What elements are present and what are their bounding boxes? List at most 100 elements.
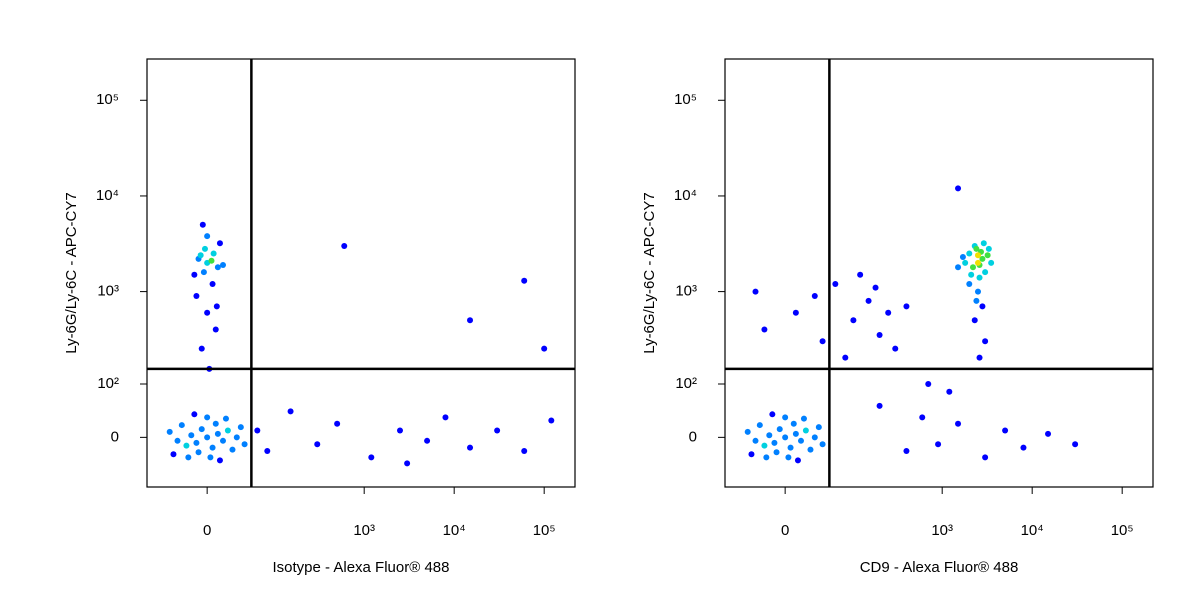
event-dot (800, 415, 807, 422)
event-dot (773, 449, 780, 456)
event-dot (241, 441, 248, 448)
event-dot (782, 434, 789, 441)
event-dot (815, 424, 822, 431)
event-dot (832, 281, 839, 288)
event-dot (988, 259, 995, 266)
event-dot (885, 309, 892, 316)
event-dot (185, 454, 192, 461)
event-dot (396, 427, 403, 434)
x-tick-label: 0 (781, 522, 789, 539)
event-dot (216, 240, 223, 247)
event-dot (224, 427, 231, 434)
event-dot (521, 277, 528, 284)
event-dot (752, 288, 759, 295)
event-dot (191, 271, 198, 278)
event-dot (876, 402, 883, 409)
event-dot (776, 426, 783, 433)
event-dot (214, 430, 221, 437)
event-dot (865, 297, 872, 304)
event-dot (222, 415, 229, 422)
event-dot (919, 414, 926, 421)
y-axis-label: Ly-6G/Ly-6C - APC-CY7 (63, 192, 80, 353)
event-dot (166, 428, 173, 435)
event-dot (819, 441, 826, 448)
event-dot (976, 274, 983, 281)
y-tick-label: 0 (111, 428, 119, 445)
event-dot (982, 454, 989, 461)
event-dot (1072, 441, 1079, 448)
event-dot (1020, 444, 1027, 451)
y-tick-label: 10³ (675, 283, 697, 300)
event-dot (802, 427, 809, 434)
event-dot (903, 303, 910, 310)
x-tick-label: 0 (203, 522, 211, 539)
event-dot (178, 422, 185, 429)
event-dot (213, 303, 220, 310)
event-dot (982, 338, 989, 345)
event-dot (892, 345, 899, 352)
event-dot (191, 411, 198, 418)
event-dot (763, 454, 770, 461)
event-dot (442, 414, 449, 421)
x-axis-label: CD9 - Alexa Fluor® 488 (860, 559, 1019, 576)
event-dot (850, 317, 857, 324)
event-dot (787, 444, 794, 451)
event-dot (204, 233, 211, 240)
x-tick-label: 10³ (931, 522, 953, 539)
y-tick-label: 10² (97, 375, 119, 392)
plot-frame (146, 58, 576, 488)
event-dot (748, 451, 755, 458)
event-dot (174, 437, 181, 444)
event-dot (548, 417, 555, 424)
y-tick-label: 10⁴ (674, 187, 697, 204)
x-tick-label: 10³ (353, 522, 375, 539)
event-dot (982, 269, 989, 276)
event-dot (212, 420, 219, 427)
event-dot (287, 408, 294, 415)
event-dot (200, 269, 207, 276)
event-dot (209, 281, 216, 288)
x-tick-label: 10⁵ (533, 522, 556, 539)
event-dot (1045, 430, 1052, 437)
event-dot (903, 447, 910, 454)
event-dot (766, 432, 773, 439)
event-dot (193, 439, 200, 446)
y-tick-label: 10⁵ (674, 91, 697, 108)
event-dot (785, 454, 792, 461)
event-dot (769, 411, 776, 418)
event-dot (198, 426, 205, 433)
event-dot (207, 454, 214, 461)
event-dot (193, 292, 200, 299)
event-dot (233, 434, 240, 441)
y-axis-label: Ly-6G/Ly-6C - APC-CY7 (641, 192, 658, 353)
event-dot (811, 434, 818, 441)
event-dot (264, 447, 271, 454)
event-dot (955, 420, 962, 427)
event-dot (197, 252, 204, 259)
event-dot (790, 420, 797, 427)
plot-frame (724, 58, 1154, 488)
event-dot (973, 297, 980, 304)
event-dot (968, 271, 975, 278)
event-dot (404, 460, 411, 467)
event-dot (467, 444, 474, 451)
event-dot (188, 432, 195, 439)
event-dot (254, 427, 261, 434)
event-dot (872, 284, 879, 291)
event-dot (214, 264, 221, 271)
event-dot (969, 264, 976, 271)
event-dot (811, 292, 818, 299)
y-tick-label: 10² (675, 375, 697, 392)
event-dot (209, 444, 216, 451)
event-dot (183, 442, 190, 449)
event-dot (794, 457, 801, 464)
event-dot (797, 437, 804, 444)
event-dot (541, 345, 548, 352)
event-dot (744, 428, 751, 435)
event-dot (974, 288, 981, 295)
event-dot (424, 437, 431, 444)
event-dot (201, 245, 208, 252)
event-dot (955, 185, 962, 192)
event-dot (985, 245, 992, 252)
